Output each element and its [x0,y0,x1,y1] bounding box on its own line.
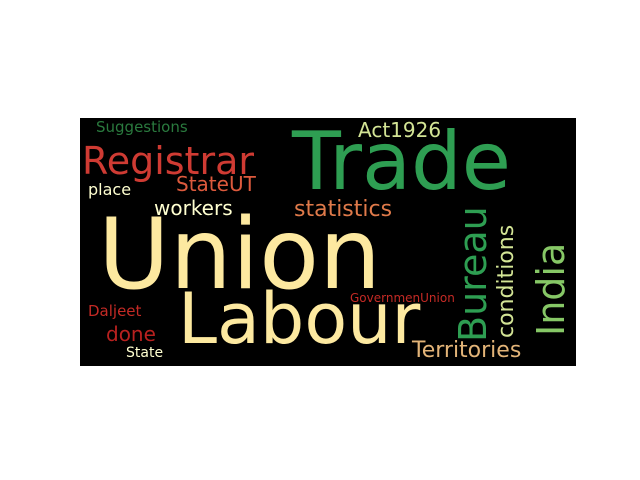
word-daljeet: Daljeet [88,302,142,320]
word-place: place [88,180,132,199]
word-state: State [126,345,164,361]
word-suggestions: Suggestions [96,118,188,136]
word-registrar: Registrar [82,139,254,183]
word-india: India [529,242,573,336]
word-bureau: Bureau [451,206,495,342]
word-territories: Territories [412,338,522,363]
word-governmenunion: GovernmenUnion [350,291,455,305]
word-cloud: Union Trade Labour Registrar statistics … [80,118,576,366]
word-act1926: Act1926 [358,118,442,142]
word-statistics: statistics [294,197,393,222]
word-trade: Trade [292,118,512,208]
word-union: Union [98,198,382,312]
word-stateut: StateUT [176,172,256,196]
word-done: done [106,322,156,346]
word-workers: workers [154,196,233,220]
word-labour: Labour [178,278,421,360]
word-conditions: conditions [494,224,519,338]
